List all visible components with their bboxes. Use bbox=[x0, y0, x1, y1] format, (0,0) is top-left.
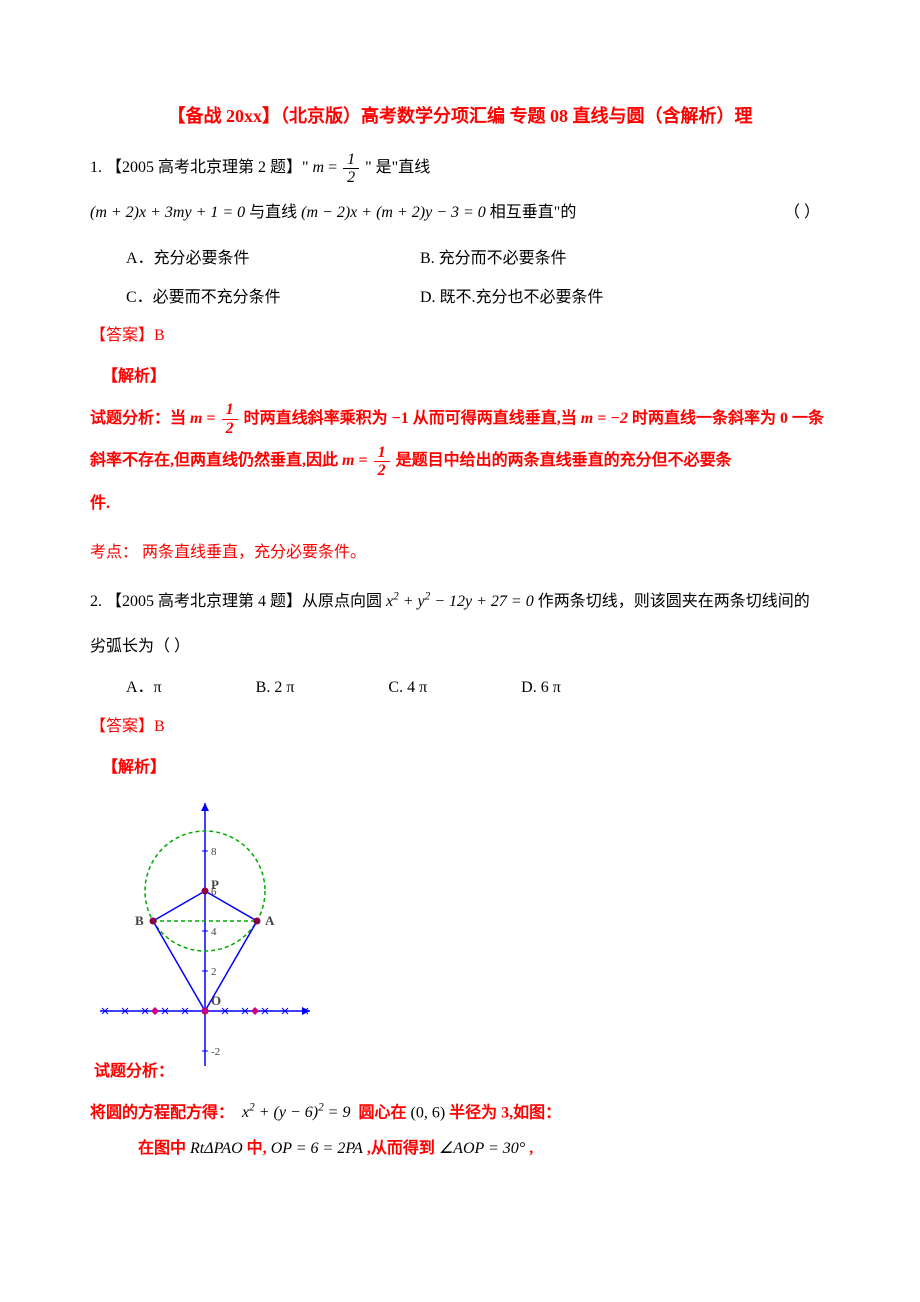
q2-opt-a: A．π bbox=[126, 674, 162, 703]
q1-eqn-b: (m − 2)x + (m + 2)y − 3 = 0 bbox=[301, 204, 486, 221]
q1-eqn-suffix: 相互垂直"的 bbox=[490, 204, 577, 221]
q1-a-frac1-den: 2 bbox=[222, 420, 238, 438]
q1-a-m2: m bbox=[342, 452, 354, 469]
q1-eqn-a: (m + 2)x + 3my + 1 = 0 bbox=[90, 204, 245, 221]
q1-equation: (m + 2)x + 3my + 1 = 0 与直线 (m − 2)x + (m… bbox=[90, 197, 830, 229]
q2-analysis-line1: 将圆的方程配方得： x2 + (y − 6)2 = 9 圆心在 (0, 6) 半… bbox=[90, 1097, 830, 1129]
q2-opt-d: D. 6 π bbox=[521, 674, 561, 703]
q1-a-p2b: 是题目中给出的两条直线垂直的充分但不必要条 bbox=[396, 452, 732, 469]
q2-diagram-row: 8642-2POAB bbox=[90, 791, 830, 1076]
q2-prefix: 2. 【2005 高考北京理第 4 题】从原点向圆 bbox=[90, 593, 386, 610]
q2-a-rt: RtΔPAO bbox=[190, 1140, 243, 1157]
svg-text:A: A bbox=[265, 913, 275, 928]
q1-paren: （ ） bbox=[784, 197, 820, 229]
q2-analysis-line2: 在图中 RtΔPAO 中, OP = 6 = 2PA ,从而得到 ∠AOP = … bbox=[138, 1133, 830, 1165]
q1-analysis-label: 【解析】 bbox=[102, 363, 830, 392]
q2-suffix1: 作两条切线，则该圆夹在两条切线间的 bbox=[538, 593, 810, 610]
q1-a-p1a: 试题分析：当 bbox=[90, 410, 186, 427]
q1-m: m bbox=[313, 159, 325, 176]
svg-text:-2: -2 bbox=[211, 1046, 220, 1058]
q1-a-frac2-den: 2 bbox=[374, 462, 390, 480]
q1-suffix: " 是"直线 bbox=[365, 159, 430, 176]
q1-frac-den: 2 bbox=[343, 169, 359, 187]
q2-eq: x2 + y2 − 12y + 27 = 0 bbox=[386, 593, 534, 610]
q1-conn: 与直线 bbox=[249, 204, 297, 221]
q1-opt-c: C．必要而不充分条件 bbox=[126, 284, 416, 313]
q1-a-frac2: 1 2 bbox=[374, 444, 390, 480]
q1-analysis-line1: 试题分析：当 m = 1 2 时两直线斜率乘积为 −1 从而可得两直线垂直,当 … bbox=[90, 400, 830, 438]
q1-analysis-line2: 斜率不存在,但两直线仍然垂直,因此 m = 1 2 是题目中给出的两条直线垂直的… bbox=[90, 442, 830, 480]
q2-options: A．π B. 2 π C. 4 π D. 6 π bbox=[126, 674, 830, 703]
q1-opt-a: A．充分必要条件 bbox=[126, 245, 416, 274]
svg-text:4: 4 bbox=[211, 926, 217, 938]
q1-a-neg1: −1 bbox=[392, 410, 409, 427]
q1-a-mneg2: m = −2 bbox=[581, 410, 628, 427]
q1-frac-num: 1 bbox=[343, 151, 359, 170]
svg-text:8: 8 bbox=[211, 846, 217, 858]
q1-a-p1c: 从而可得两直线垂直,当 bbox=[413, 410, 577, 427]
q1-prefix: 1. 【2005 高考北京理第 2 题】" bbox=[90, 159, 313, 176]
q2-answer: 【答案】B bbox=[90, 713, 830, 742]
q2-a-eq3: ∠AOP = 30° bbox=[439, 1140, 525, 1157]
q1-stem: 1. 【2005 高考北京理第 2 题】" m = 1 2 " 是"直线 bbox=[90, 150, 830, 186]
q2-a-eq1: x2 + (y − 6)2 = 9 bbox=[238, 1104, 354, 1121]
q2-a-eq2: OP = 6 = 2PA bbox=[271, 1140, 363, 1157]
q1-opt-b: B. 充分而不必要条件 bbox=[420, 245, 567, 274]
q2-a-l1b: 圆心在 bbox=[358, 1104, 406, 1121]
q1-a-eq1: = bbox=[206, 410, 219, 427]
q2-stem2: 劣弧长为（ ） bbox=[90, 629, 830, 664]
q1-analysis-line3: 件. bbox=[90, 485, 830, 523]
q2-a-l1a: 将圆的方程配方得： bbox=[90, 1104, 234, 1121]
q1-options: A．充分必要条件 B. 充分而不必要条件 C．必要而不充分条件 D. 既不.充分… bbox=[126, 245, 830, 313]
q2-stem: 2. 【2005 高考北京理第 4 题】从原点向圆 x2 + y2 − 12y … bbox=[90, 584, 830, 619]
q2-opt-c: C. 4 π bbox=[388, 674, 427, 703]
q1-a-eq2: = bbox=[358, 452, 371, 469]
q2-diagram: 8642-2POAB bbox=[90, 791, 320, 1076]
q2-a-l2b: 中, bbox=[247, 1140, 267, 1157]
q2-a-l1c: 半径为 3,如图： bbox=[449, 1104, 561, 1121]
q1-frac: 1 2 bbox=[343, 151, 359, 187]
q2-a-coord: (0, 6) bbox=[410, 1104, 445, 1121]
q1-a-p2a: 斜率不存在,但两直线仍然垂直,因此 bbox=[90, 452, 338, 469]
q1-a-m1: m bbox=[190, 410, 202, 427]
q1-eq: = bbox=[328, 159, 341, 176]
q2-opt-b: B. 2 π bbox=[256, 674, 295, 703]
q1-a-frac1: 1 2 bbox=[222, 401, 238, 437]
q2-a-l2c: ,从而得到 bbox=[367, 1140, 435, 1157]
svg-text:B: B bbox=[135, 913, 144, 928]
svg-text:P: P bbox=[211, 877, 219, 892]
q1-answer: 【答案】B bbox=[90, 322, 830, 351]
q1-a-p1b: 时两直线斜率乘积为 bbox=[244, 410, 388, 427]
q1-a-frac2-num: 1 bbox=[374, 444, 390, 463]
q2-a-l2a: 在图中 bbox=[138, 1140, 186, 1157]
q1-a-p1d: 时两直线一条斜率为 0 一条 bbox=[632, 410, 824, 427]
q1-kaodian: 考点： 两条直线垂直，充分必要条件。 bbox=[90, 539, 830, 568]
svg-text:O: O bbox=[211, 993, 221, 1008]
q1-a-frac1-num: 1 bbox=[222, 401, 238, 420]
q2-analysis-label: 【解析】 bbox=[102, 754, 830, 783]
q2-a-l2d: , bbox=[529, 1140, 533, 1157]
page-title: 【备战 20xx】（北京版）高考数学分项汇编 专题 08 直线与圆（含解析）理 bbox=[90, 100, 830, 132]
q1-opt-d: D. 既不.充分也不必要条件 bbox=[420, 284, 604, 313]
svg-text:2: 2 bbox=[211, 966, 217, 978]
